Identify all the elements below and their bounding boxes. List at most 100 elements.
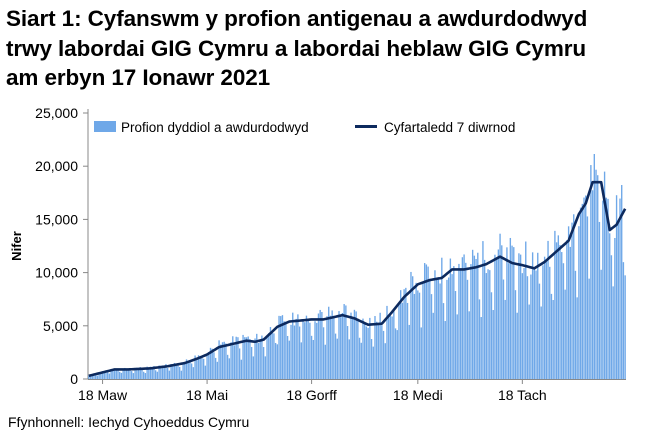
daily-test-bar bbox=[120, 372, 123, 379]
daily-test-bar bbox=[190, 363, 193, 379]
daily-test-bar bbox=[280, 316, 282, 379]
daily-test-bar bbox=[435, 278, 438, 379]
daily-test-bar bbox=[165, 364, 167, 379]
daily-test-bar bbox=[197, 355, 200, 379]
daily-test-bar bbox=[112, 369, 114, 379]
daily-test-bar bbox=[622, 262, 625, 379]
daily-test-bar bbox=[439, 283, 441, 379]
daily-test-bar bbox=[194, 355, 196, 379]
daily-test-bar bbox=[173, 362, 176, 379]
daily-test-bar bbox=[528, 304, 530, 379]
daily-test-bar bbox=[249, 339, 251, 379]
daily-test-bar bbox=[350, 312, 352, 379]
daily-test-bar bbox=[542, 265, 544, 379]
daily-test-bar bbox=[168, 370, 171, 379]
daily-test-bar bbox=[388, 317, 390, 379]
daily-test-bar bbox=[247, 336, 249, 379]
daily-test-bar bbox=[377, 324, 380, 379]
daily-test-bar bbox=[250, 347, 253, 379]
daily-test-bar bbox=[394, 328, 397, 379]
daily-test-bar bbox=[160, 365, 162, 379]
daily-test-bar bbox=[223, 341, 225, 379]
daily-test-bar bbox=[134, 367, 136, 379]
daily-test-bar bbox=[619, 198, 621, 379]
daily-test-bar bbox=[471, 249, 474, 379]
daily-test-bar bbox=[158, 365, 160, 379]
daily-test-bar bbox=[480, 317, 482, 379]
daily-test-bar bbox=[254, 338, 256, 379]
daily-test-bar bbox=[307, 319, 309, 379]
daily-test-bar bbox=[360, 342, 362, 379]
daily-test-bar bbox=[463, 254, 465, 379]
daily-test-bar bbox=[302, 319, 304, 379]
daily-test-bar bbox=[122, 369, 124, 379]
daily-test-bar bbox=[261, 335, 263, 379]
daily-test-bar bbox=[603, 171, 606, 379]
daily-test-bar bbox=[331, 310, 333, 379]
daily-test-bar bbox=[494, 254, 496, 379]
daily-test-bar bbox=[485, 273, 488, 379]
daily-test-bar bbox=[340, 317, 342, 379]
daily-test-bar bbox=[230, 342, 232, 379]
daily-test-bar bbox=[137, 368, 140, 379]
daily-test-bar bbox=[285, 321, 287, 379]
daily-test-bar bbox=[489, 270, 491, 379]
source-note: Ffynhonnell: Iechyd Cyhoeddus Cymru bbox=[8, 414, 250, 430]
daily-test-bar bbox=[555, 242, 558, 379]
daily-test-bar bbox=[586, 216, 589, 379]
daily-test-bar bbox=[156, 371, 159, 379]
y-tick-label: 0 bbox=[70, 371, 78, 387]
daily-test-bar bbox=[184, 361, 186, 379]
x-tick-label: 18 Tach bbox=[498, 387, 547, 403]
daily-test-bar bbox=[202, 358, 205, 379]
daily-test-bar bbox=[434, 270, 436, 379]
daily-test-bar bbox=[338, 311, 340, 379]
daily-test-bar bbox=[374, 316, 376, 379]
daily-test-bar bbox=[293, 325, 296, 379]
daily-test-bar bbox=[115, 368, 117, 379]
daily-test-bar bbox=[466, 279, 469, 379]
daily-test-bar bbox=[585, 195, 587, 379]
daily-test-bar bbox=[429, 278, 431, 379]
daily-test-bar bbox=[501, 245, 503, 379]
daily-test-bar bbox=[590, 165, 592, 379]
daily-test-bar bbox=[154, 370, 157, 379]
daily-test-bar bbox=[175, 364, 177, 379]
daily-test-bar bbox=[343, 304, 345, 379]
daily-test-bar bbox=[143, 371, 145, 379]
daily-test-bar bbox=[473, 255, 476, 379]
daily-test-bar bbox=[386, 305, 388, 379]
daily-test-bar bbox=[341, 312, 344, 379]
daily-test-bar bbox=[214, 357, 217, 379]
daily-test-bar bbox=[328, 306, 330, 379]
daily-test-bar bbox=[314, 321, 316, 379]
y-tick-label: 5,000 bbox=[43, 318, 78, 334]
daily-test-bar bbox=[401, 302, 404, 379]
daily-test-bar bbox=[151, 366, 153, 379]
daily-test-bar bbox=[607, 198, 609, 379]
daily-test-bar bbox=[538, 283, 541, 379]
daily-test-bar bbox=[297, 314, 299, 379]
daily-test-bar bbox=[526, 276, 529, 379]
daily-test-bar bbox=[362, 318, 364, 379]
daily-test-bar bbox=[403, 289, 405, 379]
daily-test-bar bbox=[417, 290, 419, 379]
daily-test-bar bbox=[141, 369, 143, 379]
daily-test-bar bbox=[290, 324, 292, 379]
daily-test-bar bbox=[370, 339, 373, 379]
daily-test-bar bbox=[525, 241, 527, 379]
x-tick-label: 18 Maw bbox=[78, 387, 128, 403]
legend-line-label: Cyfartaledd 7 diwrnod bbox=[384, 120, 515, 135]
daily-test-bar bbox=[220, 344, 222, 379]
daily-test-bar bbox=[235, 336, 237, 379]
daily-test-bar bbox=[105, 370, 107, 379]
daily-test-bar bbox=[564, 289, 566, 379]
daily-test-bar bbox=[562, 263, 565, 379]
daily-test-bar bbox=[113, 368, 116, 379]
legend-bar-label: Profion dyddiol a awdurdodwyd bbox=[121, 120, 309, 135]
daily-test-bar bbox=[518, 253, 520, 379]
daily-test-bar bbox=[322, 327, 325, 379]
daily-test-bar bbox=[552, 300, 554, 379]
daily-test-bar bbox=[226, 354, 229, 379]
y-tick-label: 25,000 bbox=[35, 105, 78, 121]
